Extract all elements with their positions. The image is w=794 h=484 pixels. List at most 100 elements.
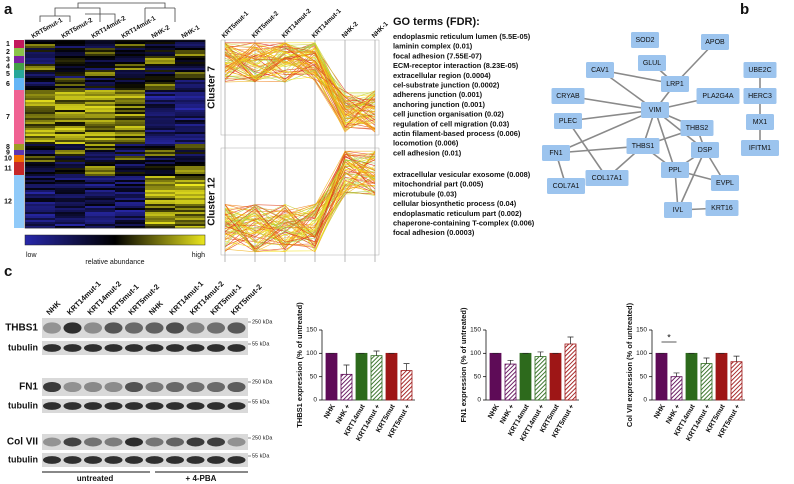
heatmap-cell	[55, 216, 86, 219]
heatmap-cell	[85, 178, 116, 181]
blot-band	[145, 437, 164, 447]
blot-band	[207, 381, 225, 393]
significance-mark: *	[667, 332, 671, 342]
heatmap-cell	[145, 180, 176, 183]
heatmap-cell	[115, 148, 146, 151]
heatmap-cell	[25, 124, 56, 127]
heatmap-cell	[25, 198, 56, 201]
heatmap-cell	[115, 216, 146, 219]
heatmap-cell	[55, 102, 86, 105]
profile-column-label: KRT14mut-2	[281, 7, 313, 39]
blot-band	[84, 381, 102, 393]
heatmap-cell	[25, 78, 56, 81]
heatmap-cell	[175, 48, 206, 51]
cluster-label: 8	[6, 144, 10, 151]
heatmap-cell	[25, 118, 56, 121]
heatmap-cell	[25, 186, 56, 189]
heatmap-cell	[115, 68, 146, 71]
cluster-label: 10	[4, 155, 12, 162]
heatmap-cell	[25, 82, 56, 85]
x-tick-label: NHK	[487, 403, 501, 420]
heatmap-cell	[145, 182, 176, 185]
heatmap-cell	[25, 202, 56, 205]
bar	[715, 352, 728, 401]
profile-line	[224, 43, 376, 125]
node-label: MX1	[753, 119, 768, 126]
heatmap-cell	[85, 152, 116, 155]
heatmap-cell	[85, 44, 116, 47]
blot-band	[186, 322, 205, 334]
heatmap-cell	[25, 128, 56, 131]
heatmap-cell	[85, 184, 116, 187]
heatmap-cell	[55, 224, 86, 227]
heatmap-cell	[145, 80, 176, 83]
heatmap-cell	[175, 222, 206, 225]
heatmap-cell	[25, 44, 56, 47]
heatmap-cell	[55, 64, 86, 67]
heatmap-cell	[55, 206, 86, 209]
profile-line	[224, 172, 376, 248]
blot-strip	[42, 318, 248, 338]
blot-band	[166, 322, 184, 334]
heatmap-cell	[85, 78, 116, 81]
heatmap-cell	[145, 212, 176, 215]
heatmap-cell	[115, 46, 146, 49]
marker-label: 250 kDa	[252, 379, 273, 385]
heatmap-cell	[55, 114, 86, 117]
heatmap-cell	[175, 194, 206, 197]
blot-band	[43, 456, 61, 464]
heatmap-cell	[25, 156, 56, 159]
heatmap-cell	[25, 60, 56, 63]
heatmap-cell	[25, 84, 56, 87]
cluster-name: Cluster 12	[207, 177, 218, 226]
heatmap-cell	[115, 146, 146, 149]
profile-line	[224, 51, 376, 108]
heatmap-cell	[55, 174, 86, 177]
heatmap-cell	[85, 198, 116, 201]
heatmap-cell	[145, 42, 176, 45]
heatmap-cell	[55, 166, 86, 169]
heatmap-cell	[175, 92, 206, 95]
heatmap-cell	[145, 78, 176, 81]
heatmap-cell	[115, 138, 146, 141]
heatmap-cell	[145, 104, 176, 107]
heatmap-cell	[85, 104, 116, 107]
heatmap-cell	[175, 184, 206, 187]
heatmap-cell	[85, 144, 116, 147]
heatmap-cell	[85, 116, 116, 119]
heatmap-cell	[115, 210, 146, 213]
heatmap-cell	[175, 130, 206, 133]
profile-line	[224, 160, 376, 248]
x-tick-label: NHK	[653, 403, 667, 420]
heatmap-cell	[145, 106, 176, 109]
cluster-bar	[14, 56, 24, 63]
heatmap-cell	[25, 140, 56, 143]
profile-line	[224, 42, 376, 120]
profile-line	[224, 190, 376, 244]
heatmap-cell	[85, 50, 116, 53]
heatmap-cell	[115, 64, 146, 67]
profile-line	[224, 180, 376, 253]
heatmap-cell	[145, 218, 176, 221]
heatmap-cell	[145, 100, 176, 103]
heatmap-cell	[55, 70, 86, 73]
heatmap-cell	[55, 130, 86, 133]
heatmap-cell	[115, 106, 146, 109]
blot-band	[104, 456, 123, 464]
blot-band	[125, 322, 143, 334]
blot-band	[166, 344, 184, 352]
error-bar	[507, 359, 514, 365]
heatmap-cell	[85, 86, 116, 89]
heatmap-cell	[85, 130, 116, 133]
heatmap-cell	[115, 176, 146, 179]
profile-column-label: KRT5mut-2	[251, 10, 281, 40]
heatmap-cell	[55, 172, 86, 175]
node-label: PPL	[668, 167, 681, 174]
heatmap-cell	[25, 194, 56, 197]
heatmap-cell	[145, 90, 176, 93]
heatmap-cell	[145, 134, 176, 137]
heatmap-cell	[175, 170, 206, 173]
heatmap-cell	[55, 202, 86, 205]
heatmap-cell	[145, 46, 176, 49]
profile-line	[224, 161, 376, 239]
